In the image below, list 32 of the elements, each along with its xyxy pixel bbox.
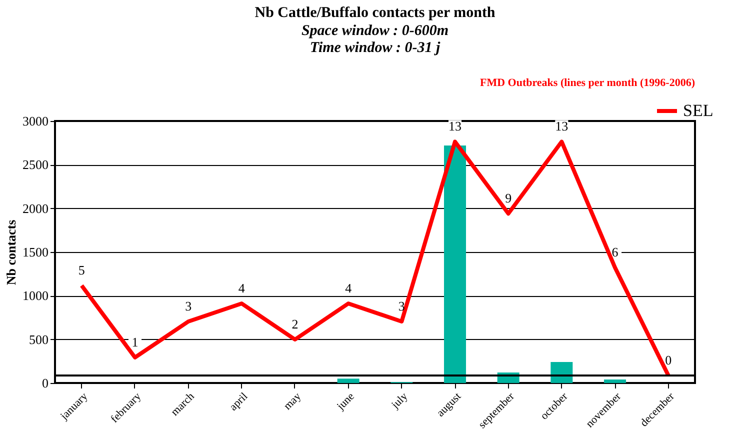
- y-tick-label: 1500: [22, 244, 48, 260]
- bar: [550, 362, 573, 383]
- data-label: 0: [665, 352, 672, 368]
- chart-subtitle: Space window : 0-600m Time window : 0-31 j: [301, 23, 449, 56]
- data-label: 3: [185, 298, 192, 314]
- data-label: 1: [132, 334, 138, 350]
- x-tick-label: july: [388, 390, 410, 412]
- data-label: 5: [78, 262, 85, 278]
- text: FMD Outbreaks (lines per month (1996-2006): [480, 77, 696, 89]
- x-tick-label: june: [334, 390, 357, 414]
- data-label: 4: [345, 280, 352, 296]
- bar: [444, 145, 466, 383]
- y-tick-label: 3000: [22, 114, 48, 128]
- y-tick-label: 1000: [22, 288, 48, 304]
- x-tick-label: may: [282, 390, 304, 412]
- data-label: 13: [448, 118, 462, 134]
- x-tick-label: april: [227, 390, 250, 414]
- data-label: 13: [555, 118, 568, 134]
- y-tick-label: 2500: [22, 157, 48, 172]
- data-label: 9: [505, 190, 512, 206]
- bar: [604, 380, 626, 383]
- y-tick-label: 500: [29, 332, 48, 347]
- data-label: 4: [238, 280, 246, 296]
- data-label: 6: [612, 244, 619, 260]
- data-label: 3: [398, 298, 405, 314]
- y-tick-label: 0: [42, 376, 48, 390]
- data-label: 2: [292, 316, 298, 332]
- chart-title: Nb Cattle/Buffalo contacts per month: [254, 5, 496, 21]
- legend-label: SEL: [683, 101, 714, 120]
- y-tick-label: 2000: [22, 200, 48, 216]
- bar: [337, 378, 360, 383]
- y-axis-title: Nb contacts: [4, 220, 18, 286]
